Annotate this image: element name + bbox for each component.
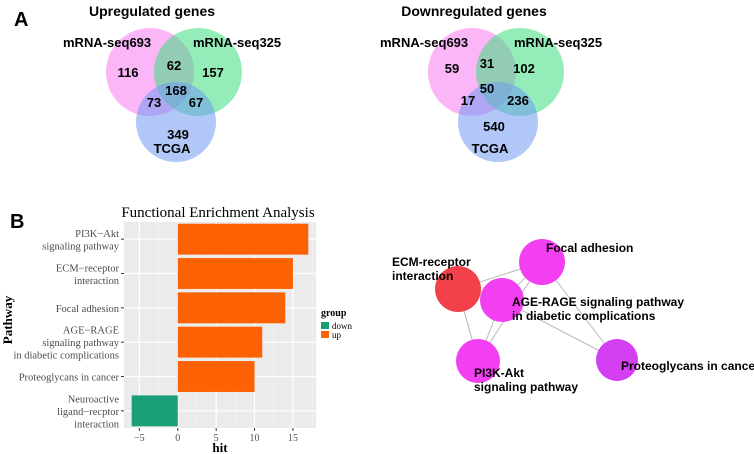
venn-title: Downregulated genes	[401, 3, 547, 19]
legend-label-down: down	[332, 321, 352, 331]
node-label-pi3k: signaling pathway	[474, 380, 578, 394]
venn-count: 540	[483, 119, 505, 134]
legend-swatch-up	[321, 331, 329, 338]
node-focal	[519, 239, 565, 285]
venn-count: 349	[167, 127, 189, 142]
panel-b: B Functional Enrichment Analysis −5 0 5 10 15…	[0, 205, 754, 454]
venn-set-label: mRNA-seq325	[193, 35, 281, 50]
panel-a-label: A	[14, 9, 28, 31]
venn-count: 59	[445, 61, 459, 76]
plot-background	[124, 222, 316, 428]
node-label-age: in diabetic complications	[512, 309, 656, 323]
bar-4	[177, 361, 255, 392]
x-tick-label: 15	[288, 433, 298, 444]
venn-count: 50	[480, 81, 494, 96]
enrichment-bar-chart: Functional Enrichment Analysis −5 0 5 10 15 hi…	[0, 205, 352, 454]
y-axis-label: Pathway	[0, 295, 15, 344]
node-label-focal: Focal adhesion	[546, 241, 633, 255]
venn-count: 102	[513, 61, 535, 76]
bar-0	[177, 223, 309, 255]
node-label-proteo: Proteoglycans in cancer	[621, 359, 754, 373]
y-category-label: Neuroactive	[68, 394, 120, 405]
y-category-label: signaling pathway	[42, 241, 119, 252]
venn-set-label: TCGA	[154, 141, 191, 156]
y-category-label: Proteoglycans in cancer	[19, 373, 120, 384]
x-tick-label: 10	[250, 433, 260, 444]
y-category-label: PI3K−Akt	[75, 229, 119, 240]
chart-title: Functional Enrichment Analysis	[121, 205, 314, 221]
bar-5	[131, 395, 178, 427]
legend-title: group	[321, 308, 347, 319]
venn-circle	[458, 82, 538, 162]
venn-count: 116	[118, 65, 139, 80]
x-axis-label: hit	[212, 440, 228, 454]
y-category-label: AGE−RAGE	[63, 326, 119, 337]
legend-swatch-down	[321, 322, 329, 329]
y-category-label: ligand−recptor	[57, 407, 119, 418]
venn-downregulated: Downregulated genes mRNA-seq693 mRNA-seq32…	[380, 3, 602, 162]
node-label-ecm: ECM-receptor	[392, 255, 471, 269]
venn-set-label: mRNA-seq693	[380, 35, 468, 50]
x-tick-label: 0	[175, 433, 180, 444]
venn-set-label: mRNA-seq325	[514, 35, 602, 50]
venn-count: 157	[202, 65, 224, 80]
venn-title: Upregulated genes	[89, 3, 215, 19]
node-proteo	[596, 339, 638, 381]
y-category-label: in diabetic complications	[13, 351, 119, 362]
panel-b-label: B	[10, 211, 24, 233]
y-category-label: signaling pathway	[42, 338, 119, 349]
node-ecm	[435, 266, 481, 312]
venn-circle	[136, 82, 216, 162]
panel-a: A Upregulated genes mRNA-seq693 mRNA-seq32…	[14, 3, 602, 162]
legend-label-up: up	[332, 330, 342, 340]
y-category-label: interaction	[74, 419, 120, 430]
bar-3	[177, 326, 263, 358]
venn-count: 168	[165, 83, 187, 98]
x-tick-label: 5	[214, 433, 219, 444]
y-category-label: ECM−receptor	[56, 263, 120, 274]
y-category-label: Focal adhesion	[56, 304, 120, 315]
venn-set-label: TCGA	[472, 141, 509, 156]
venn-upregulated: Upregulated genes mRNA-seq693 mRNA-seq325 T…	[63, 3, 281, 162]
node-pi3k	[456, 339, 500, 383]
bar-2	[177, 292, 286, 324]
venn-count: 31	[480, 56, 494, 71]
venn-count: 236	[507, 93, 529, 108]
node-age	[480, 278, 524, 322]
venn-count: 17	[461, 93, 475, 108]
node-label-ecm: interaction	[392, 269, 453, 283]
node-label-pi3k: PI3K-Akt	[474, 366, 524, 380]
venn-count: 67	[189, 95, 203, 110]
bar-1	[177, 258, 293, 289]
y-category-label: interaction	[74, 276, 120, 287]
venn-set-label: mRNA-seq693	[63, 35, 151, 50]
node-label-age: AGE-RAGE signaling pathway	[512, 295, 684, 309]
x-tick-label: −5	[134, 433, 145, 444]
venn-count: 62	[167, 58, 181, 73]
venn-count: 73	[147, 95, 161, 110]
